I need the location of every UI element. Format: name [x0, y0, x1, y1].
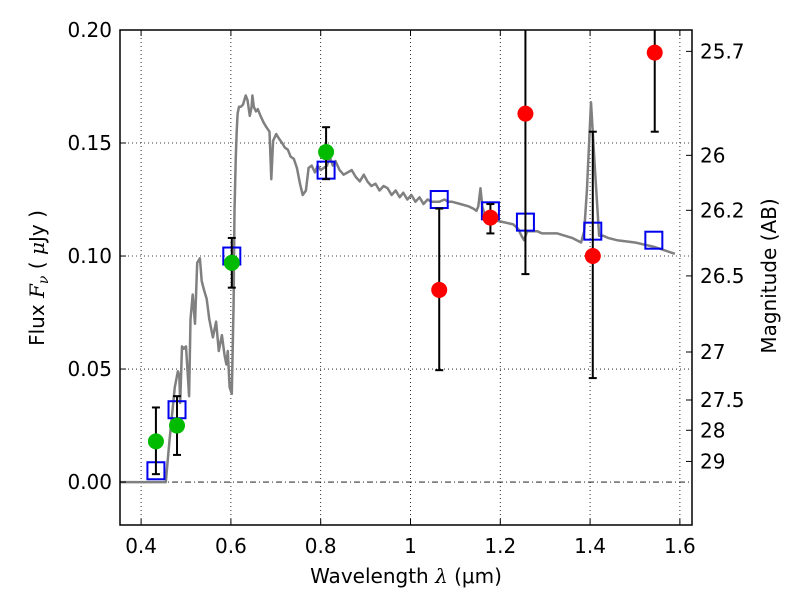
data-point	[147, 433, 164, 450]
data-point	[517, 105, 534, 122]
plot-area	[120, 30, 676, 484]
data-point	[431, 281, 448, 298]
right-tick-label: 28	[700, 418, 725, 442]
y-axis-ticks: 0.00 0.05 0.10 0.15 0.20	[67, 18, 126, 494]
x-tick-label: 1.4	[574, 534, 606, 558]
right-tick-label: 26	[700, 143, 725, 167]
y-tick-label: 0.00	[67, 470, 112, 494]
data-point	[223, 254, 240, 271]
x-tick-label: 0.8	[305, 534, 337, 558]
x-axis-label: Wavelength λ (μm)	[310, 564, 502, 588]
plot-frame	[119, 29, 693, 526]
model-photometry-marker	[644, 230, 664, 250]
y-tick-label: 0.10	[67, 244, 112, 268]
right-axis-label: Magnitude (AB)	[757, 198, 781, 353]
right-axis-ticks: 25.7 26 26.2 26.5 27 27.5 28 29	[686, 39, 745, 473]
data-point	[584, 248, 601, 265]
y-axis-label: Flux Fν ( μJy )	[25, 210, 52, 346]
x-tick-label: 1.2	[484, 534, 516, 558]
detection-series	[147, 44, 663, 450]
x-tick-label: 0.6	[215, 534, 247, 558]
right-tick-label: 29	[700, 449, 725, 473]
right-tick-label: 25.7	[700, 39, 745, 63]
x-tick-label: 1.6	[664, 534, 696, 558]
x-tick-label: 0.4	[125, 534, 157, 558]
data-point	[646, 44, 663, 61]
y-tick-label: 0.05	[67, 357, 112, 381]
right-tick-label: 26.2	[700, 198, 745, 222]
data-point	[318, 144, 335, 161]
data-point	[482, 209, 499, 226]
y-tick-label: 0.15	[67, 131, 112, 155]
data-point	[169, 417, 186, 434]
right-tick-label: 27.5	[700, 388, 745, 412]
errorbar-series	[151, 30, 659, 476]
x-axis-ticks: 0.4 0.6 0.8 1 1.2 1.4 1.6	[125, 30, 696, 558]
y-tick-label: 0.20	[67, 18, 112, 42]
right-tick-label: 26.5	[700, 264, 745, 288]
x-tick-label: 1	[404, 534, 417, 558]
right-tick-label: 27	[700, 340, 725, 364]
